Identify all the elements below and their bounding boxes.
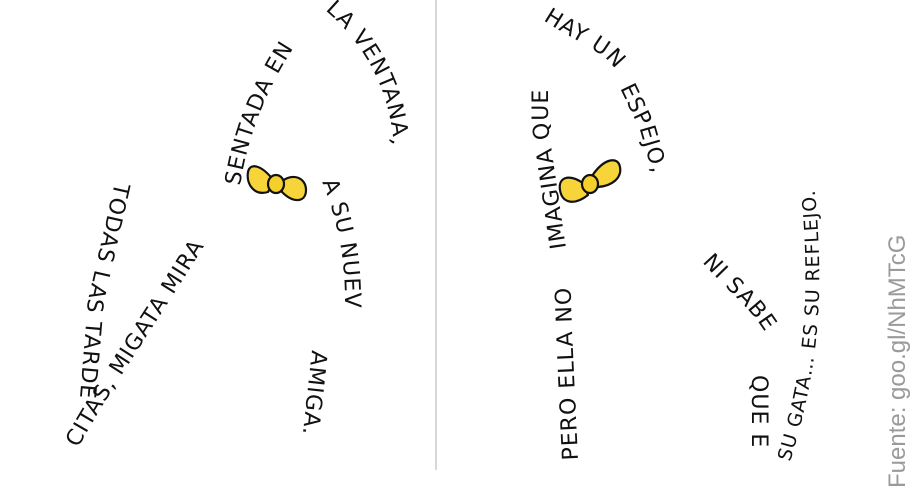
bow-tie-icon: [246, 165, 308, 202]
source-credit: Fuente: goo.gl/NhMTcG: [884, 235, 911, 488]
left-poem-segment-3: SENTADA EN: [221, 37, 299, 187]
right-poem-segment-5: NI SABE: [698, 249, 782, 336]
right-poem-segment-4: ESPEJO,: [615, 80, 672, 176]
bow-tie-icon: [558, 159, 622, 203]
left-calligram: TODAS LAS TARDE CITAS, MIGATA MIRA SENTA…: [0, 0, 412, 451]
right-calligram: PERO ELLA NO IMAGINA QUE HAY UN ESPEJO, …: [0, 0, 825, 464]
right-poem-segment-7: SU GATA… ES SU REFLEJO.: [774, 189, 825, 464]
left-poem-segment-4: LA VENTANA,: [321, 0, 412, 151]
right-poem-segment-1: PERO ELLA NO: [552, 286, 584, 461]
right-poem-segment-3: HAY UN: [540, 4, 631, 74]
left-poem-segment-6: AMIGA.: [297, 349, 331, 436]
right-poem-segment-2: IMAGINA QUE: [529, 89, 572, 251]
